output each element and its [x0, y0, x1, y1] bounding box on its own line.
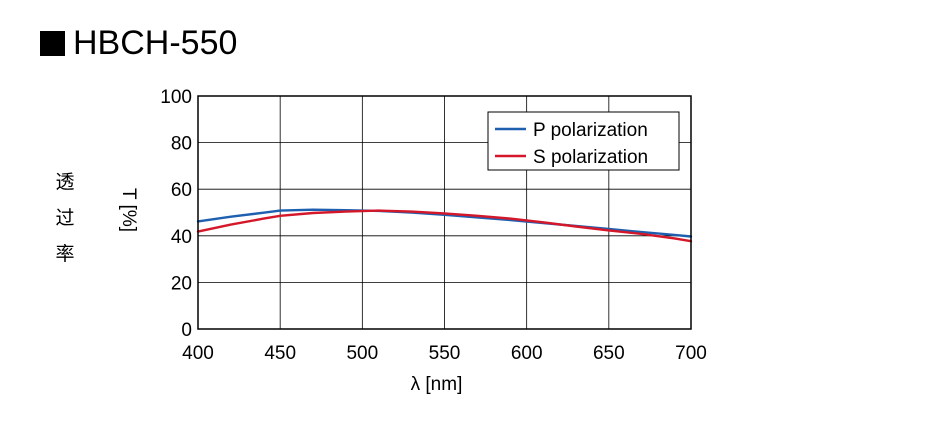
x-tick-label: 450	[264, 343, 296, 364]
x-tick-label: 550	[429, 343, 461, 364]
y-axis-label-char-2: 过	[55, 207, 75, 229]
y-tick-label: 100	[160, 87, 192, 108]
x-axis-label: λ [nm]	[411, 374, 463, 395]
x-tick-label: 650	[593, 343, 625, 364]
x-tick-labels: 400 450 500 550 600 650 700	[182, 343, 707, 364]
chart-series-group	[196, 208, 693, 243]
x-tick-label: 400	[182, 343, 214, 364]
title-square-bullet	[40, 30, 65, 56]
y-axis-label-cjk: 透 过 率	[52, 164, 78, 272]
y-tick-label: 20	[171, 273, 192, 294]
chart-legend: P polarization S polarization	[487, 111, 680, 171]
legend-label: S polarization	[533, 147, 648, 168]
x-tick-label: 600	[511, 343, 543, 364]
legend-box	[487, 111, 680, 171]
y-tick-label: 40	[171, 227, 192, 248]
x-tick-label: 500	[346, 343, 378, 364]
y-tick-label: 80	[171, 134, 192, 155]
y-axis-label-char-3: 率	[55, 243, 75, 265]
plot-frame	[197, 95, 692, 330]
x-tick-label: 700	[675, 343, 707, 364]
y-tick-label: 60	[171, 180, 192, 201]
y-tick-label: 0	[181, 320, 192, 341]
y-tick-labels: 0 20 40 60 80 100	[160, 87, 192, 341]
legend-label: P polarization	[533, 120, 648, 141]
y-axis-label-char-1: 透	[55, 171, 75, 193]
chart-title: HBCH-550	[73, 24, 238, 62]
chart-title-block: HBCH-550	[40, 26, 237, 60]
series-line-s-polarization	[196, 209, 693, 243]
series-line-p-polarization	[196, 208, 693, 238]
